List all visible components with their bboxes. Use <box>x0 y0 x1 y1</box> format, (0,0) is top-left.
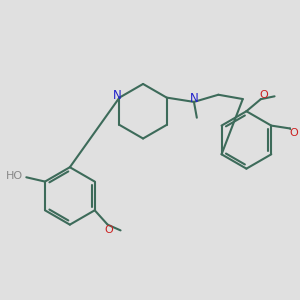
Text: N: N <box>190 92 199 105</box>
Text: N: N <box>113 89 122 102</box>
Text: O: O <box>260 90 268 100</box>
Text: O: O <box>105 225 113 236</box>
Text: O: O <box>290 128 298 138</box>
Text: HO: HO <box>6 171 23 181</box>
